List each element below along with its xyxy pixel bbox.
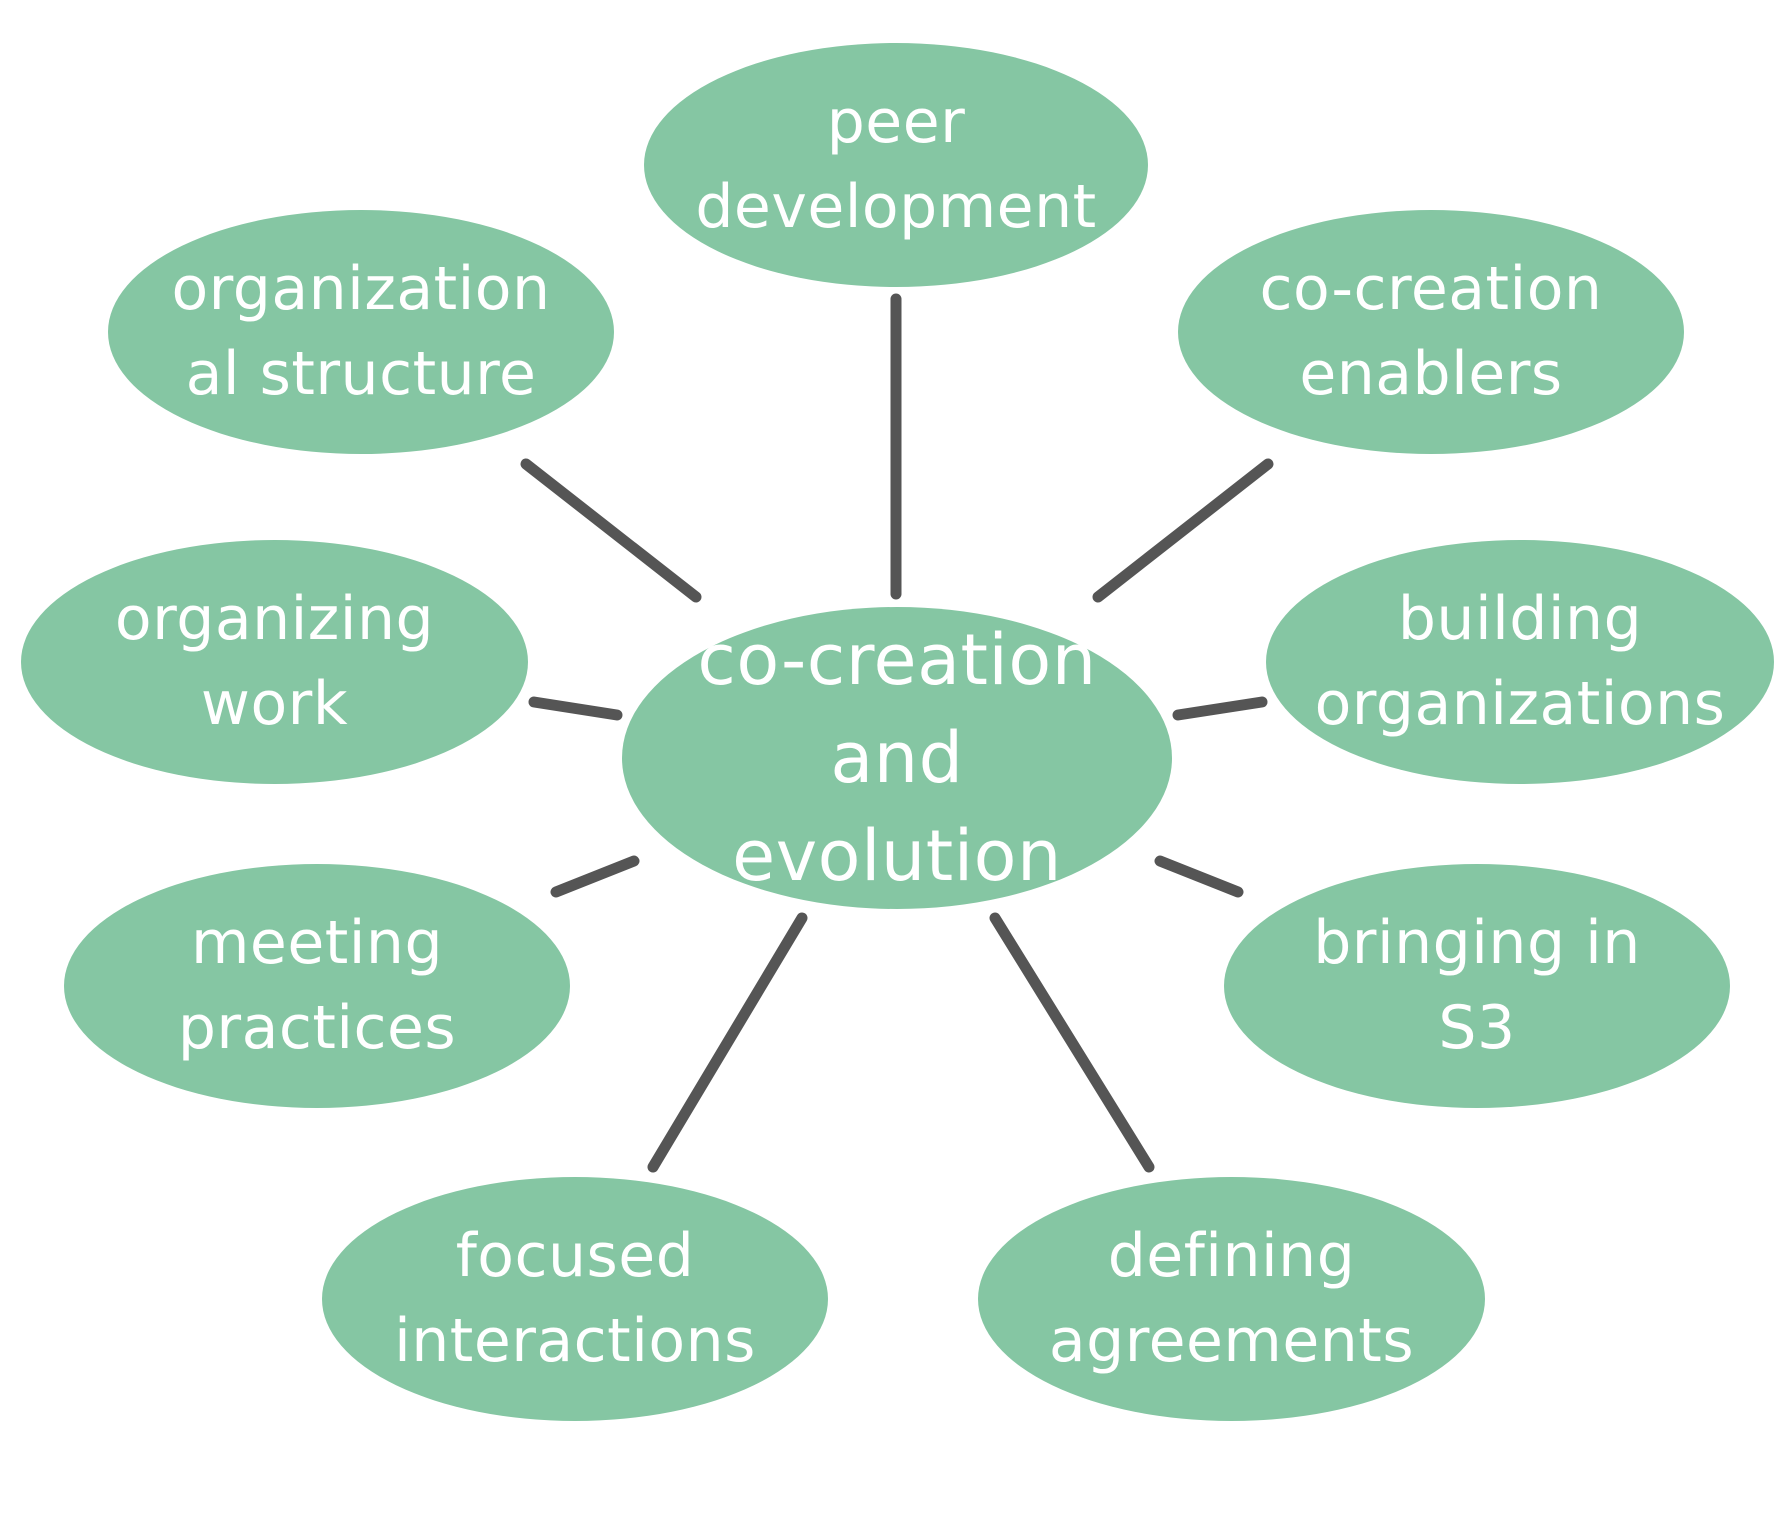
- node-peer-development: peer development: [644, 43, 1148, 287]
- center-label: co-creation and evolution: [697, 619, 1097, 897]
- node-label: organizational structure: [171, 253, 551, 409]
- node-label: defining agreements: [1048, 1220, 1415, 1376]
- node-defining-agreements: defining agreements: [978, 1177, 1485, 1421]
- connector-defining-agreements: [989, 912, 1155, 1173]
- connector-bringing-in-s3: [1154, 855, 1244, 898]
- node-label: building organizations: [1314, 583, 1726, 739]
- node-organizational-structure: organizational structure: [108, 210, 614, 454]
- node-label: meeting practices: [177, 907, 457, 1063]
- connector-meeting-practices: [550, 855, 640, 898]
- connector-building-organizations: [1172, 696, 1268, 721]
- node-organizing-work: organizing work: [21, 540, 528, 784]
- connector-organizational-structure: [520, 458, 702, 603]
- node-label: focused interactions: [394, 1220, 756, 1376]
- node-co-creation-enablers: co-creation enablers: [1178, 210, 1684, 454]
- node-label: bringing in S3: [1313, 907, 1641, 1063]
- connector-focused-interactions: [647, 912, 808, 1173]
- node-center-co-creation-and-evolution: co-creation and evolution: [622, 607, 1172, 909]
- node-label: co-creation enablers: [1259, 253, 1603, 409]
- node-focused-interactions: focused interactions: [322, 1177, 828, 1421]
- connector-organizing-work: [528, 696, 623, 721]
- connector-co-creation-enablers: [1092, 458, 1274, 603]
- node-label: organizing work: [114, 583, 435, 739]
- node-building-organizations: building organizations: [1266, 540, 1774, 784]
- node-label: peer development: [695, 86, 1097, 242]
- node-meeting-practices: meeting practices: [64, 864, 570, 1108]
- node-bringing-in-s3: bringing in S3: [1224, 864, 1730, 1108]
